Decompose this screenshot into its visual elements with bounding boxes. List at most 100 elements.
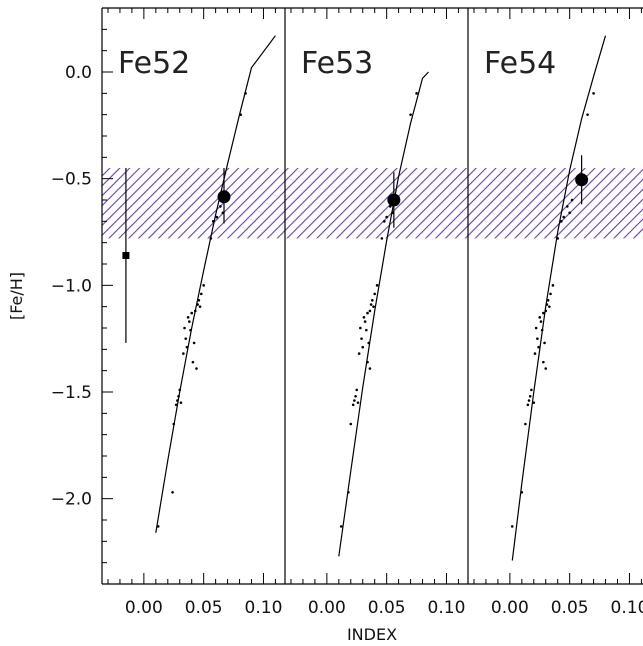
data-point [176,399,179,402]
data-point [366,311,369,315]
data-point [174,403,178,407]
x-tick-label: 0.00 [491,598,529,618]
fit-curve [338,71,429,557]
data-point [356,401,360,404]
data-point [369,303,373,306]
data-point [179,401,183,404]
highlight-point [217,190,231,204]
data-point [533,352,537,355]
y-tick-label: −1.5 [51,383,92,403]
panel-label: Fe54 [484,46,556,81]
data-point [209,237,213,240]
data-point [542,360,545,364]
data-point [177,394,180,398]
data-point [538,316,542,319]
data-point [586,113,589,116]
data-point [530,388,533,392]
data-point [524,422,527,426]
frame-layer [101,7,643,585]
data-point [409,113,412,116]
data-point [570,198,574,202]
data-point [339,525,343,528]
data-point [199,292,203,296]
data-point [211,220,215,223]
x-tick-label: 0.00 [308,598,346,618]
data-point [534,326,538,330]
data-point [196,303,199,306]
panel-label: Fe52 [118,46,190,81]
metallicity-band [102,168,643,239]
highlight-point [387,193,401,207]
x-tick-label: 0.10 [428,598,466,618]
data-point [182,352,185,355]
data-point [244,92,247,95]
x-tick-label: 0.05 [185,598,223,618]
y-tick-label: −0.5 [51,170,92,190]
data-point [372,305,375,308]
data-point [362,316,366,319]
data-point [185,345,189,349]
data-point [186,316,190,319]
data-point [539,320,543,323]
x-tick-label: 0.10 [611,598,643,618]
data-point [349,422,353,426]
data-point [197,298,201,302]
x-tick-label: 0.05 [368,598,406,618]
data-point [375,284,379,287]
data-point [354,394,357,398]
data-point [193,309,197,313]
x-tick-label: 0.05 [551,598,589,618]
data-point [527,399,531,402]
x-tick-label: 0.10 [245,598,283,618]
data-point [360,337,363,340]
data-point [351,403,355,407]
data-point [373,292,377,296]
data-point [536,337,539,340]
y-tick-label: −1.0 [51,276,92,296]
data-point [568,211,571,215]
data-point [380,237,384,240]
y-tick-label: −2.0 [51,490,92,510]
data-point [202,284,205,287]
data-point [156,525,160,528]
data-point [215,215,219,219]
data-point [371,298,374,302]
data-point [347,490,350,494]
data-point [385,215,388,219]
data-point [357,352,361,355]
data-point [537,345,540,349]
data-point [556,237,560,240]
data-point [532,401,536,404]
data-point [542,311,545,315]
data-point [565,205,569,208]
data-point [545,303,549,306]
data-point [592,92,595,95]
reference-point [122,251,130,259]
data-point [190,311,194,315]
data-point [559,220,563,223]
data-point [195,367,198,370]
data-point [367,341,371,345]
data-point [219,205,222,208]
data-point [526,403,530,407]
data-point [188,320,191,323]
panel-fe54: Fe54 0.00 0.05 0.10 [473,8,643,618]
data-point [549,292,552,296]
data-point [543,341,546,345]
data-point [528,394,532,398]
panel-fe53: Fe53 0.00 0.05 0.10 [290,8,466,618]
panel-fe52: Fe52 0.00 0.05 0.10 [107,8,283,618]
data-point [548,305,551,308]
data-point [359,326,362,330]
data-point [382,220,386,223]
metallicity-band-layer [102,168,643,239]
data-point [365,328,368,332]
x-axis-title: INDEX [347,625,397,644]
data-point [415,92,418,95]
data-point [184,337,188,340]
x-tick-label: 0.00 [125,598,163,618]
y-tick-label: 0.0 [65,63,92,83]
y-axis-title: [Fe/H] [7,272,26,320]
data-point [171,490,174,494]
data-point [361,345,365,349]
